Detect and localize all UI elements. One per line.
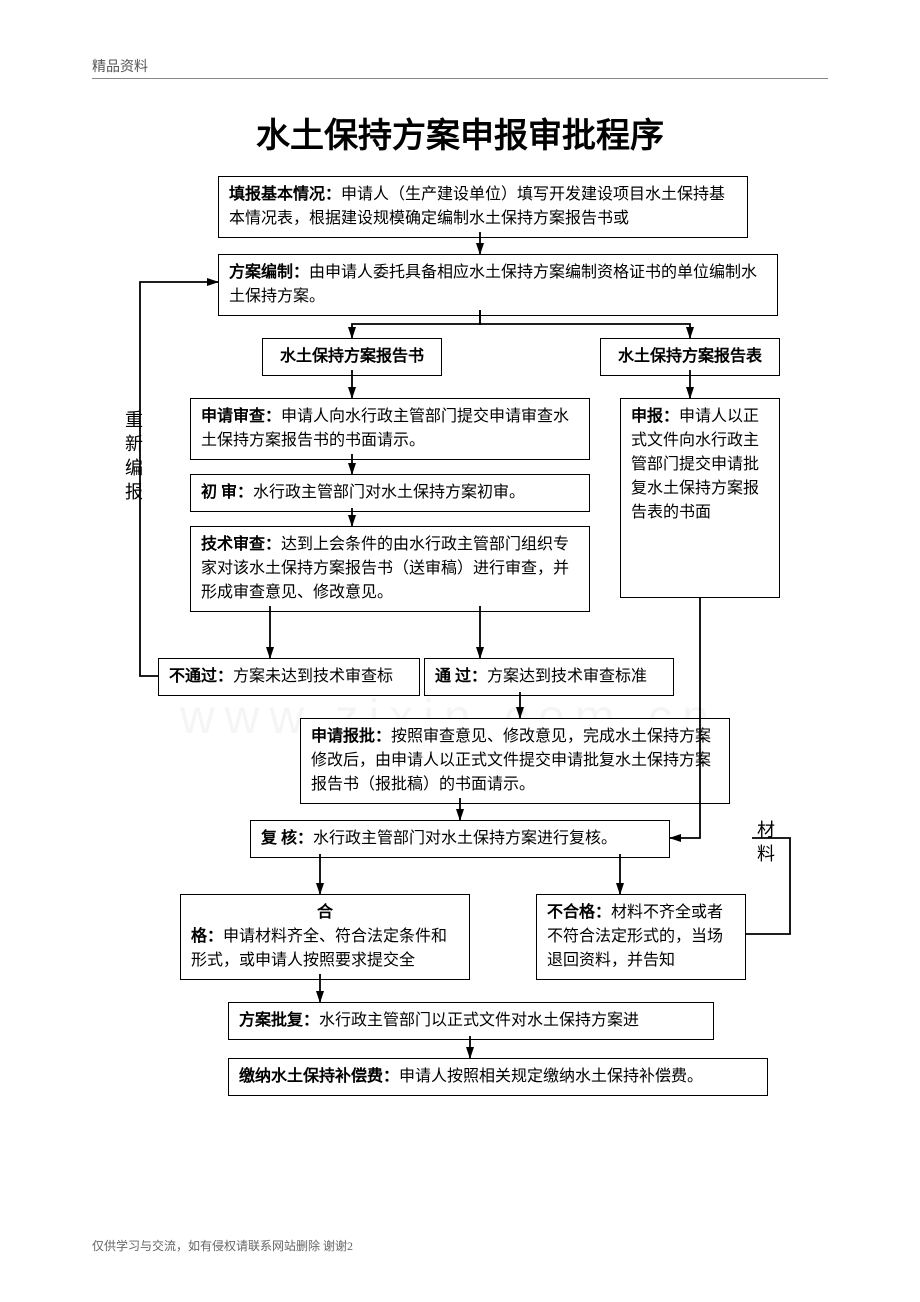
node-lead: 不合格： — [547, 904, 611, 921]
node-pass: 通 过：方案达到技术审查标准 — [424, 658, 674, 696]
node-fail: 不通过：方案未达到技术审查标 — [158, 658, 420, 696]
node-lead: 初 审： — [201, 484, 253, 501]
node-lead: 申报： — [631, 408, 679, 425]
node-lead: 通 过： — [435, 668, 487, 685]
node-lead: 填报基本情况： — [229, 186, 341, 203]
header-divider — [92, 78, 828, 79]
node-text: 申请材料齐全、符合法定条件和形式，或申请人按照要求提交全 — [191, 928, 447, 969]
node-lead: 不通过： — [169, 668, 233, 685]
footer-note: 仅供学习与交流，如有侵权请联系网站删除 谢谢2 — [92, 1237, 353, 1254]
node-lead: 缴纳水土保持补偿费： — [239, 1068, 399, 1085]
header-note: 精品资料 — [92, 56, 148, 76]
node-text: 水土保持方案报告书 — [280, 348, 424, 365]
page-title: 水土保持方案申报审批程序 — [0, 108, 920, 157]
node-lead: 申请审查： — [201, 408, 281, 425]
node-text: 水行政主管部门对水土保持方案初审。 — [253, 484, 525, 501]
node-lead: 方案批复： — [239, 1012, 319, 1029]
node-lead: 合 — [317, 904, 333, 921]
node-unqualified: 不合格：材料不齐全或者不符合法定形式的，当场退回资料，并告知 — [536, 894, 746, 980]
node-report-book: 水土保持方案报告书 — [262, 338, 442, 376]
node-technical-review: 技术审查：达到上会条件的由水行政主管部门组织专家对该水土保持方案报告书（送审稿）… — [190, 526, 590, 612]
node-lead: 技术审查： — [201, 536, 281, 553]
node-lead: 复 核： — [261, 830, 313, 847]
side-label-right: 材料 — [752, 820, 778, 868]
node-report-form: 水土保持方案报告表 — [600, 338, 780, 376]
node-text: 水行政主管部门对水土保持方案进行复核。 — [313, 830, 617, 847]
node-text: 水土保持方案报告表 — [618, 348, 762, 365]
node-text: 方案未达到技术审查标 — [233, 668, 393, 685]
node-fill-basic-info: 填报基本情况：申请人（生产建设单位）填写开发建设项目水土保持基本情况表，根据建设… — [218, 176, 748, 238]
document-page: 精品资料 水土保持方案申报审批程序 www.zixin.com.cn 重新编报 … — [0, 0, 920, 1302]
side-label-left: 重新编报 — [120, 410, 146, 506]
node-initial-review: 初 审：水行政主管部门对水土保持方案初审。 — [190, 474, 590, 512]
node-text: 水行政主管部门以正式文件对水土保持方案进 — [319, 1012, 639, 1029]
node-lead2: 格： — [191, 928, 223, 945]
node-lead: 申请报批： — [311, 728, 391, 745]
node-qualified: 合 格：申请材料齐全、符合法定条件和形式，或申请人按照要求提交全 — [180, 894, 470, 980]
node-apply-review: 申请审查：申请人向水行政主管部门提交申请审查水土保持方案报告书的书面请示。 — [190, 398, 590, 460]
node-recheck: 复 核：水行政主管部门对水土保持方案进行复核。 — [250, 820, 670, 858]
node-lead: 方案编制： — [229, 264, 309, 281]
node-plan-preparation: 方案编制：由申请人委托具备相应水土保持方案编制资格证书的单位编制水土保持方案。 — [218, 254, 778, 316]
node-apply-approval: 申请报批：按照审查意见、修改意见，完成水土保持方案修改后，由申请人以正式文件提交… — [300, 718, 730, 804]
node-text: 申请人按照相关规定缴纳水土保持补偿费。 — [399, 1068, 703, 1085]
node-pay-fee: 缴纳水土保持补偿费：申请人按照相关规定缴纳水土保持补偿费。 — [228, 1058, 768, 1096]
node-apply-report: 申报：申请人以正式文件向水行政主管部门提交申请批复水土保持方案报告表的书面 — [620, 398, 780, 598]
node-text: 方案达到技术审查标准 — [487, 668, 647, 685]
node-plan-approval: 方案批复：水行政主管部门以正式文件对水土保持方案进 — [228, 1002, 714, 1040]
node-text: 由申请人委托具备相应水土保持方案编制资格证书的单位编制水土保持方案。 — [229, 264, 757, 305]
